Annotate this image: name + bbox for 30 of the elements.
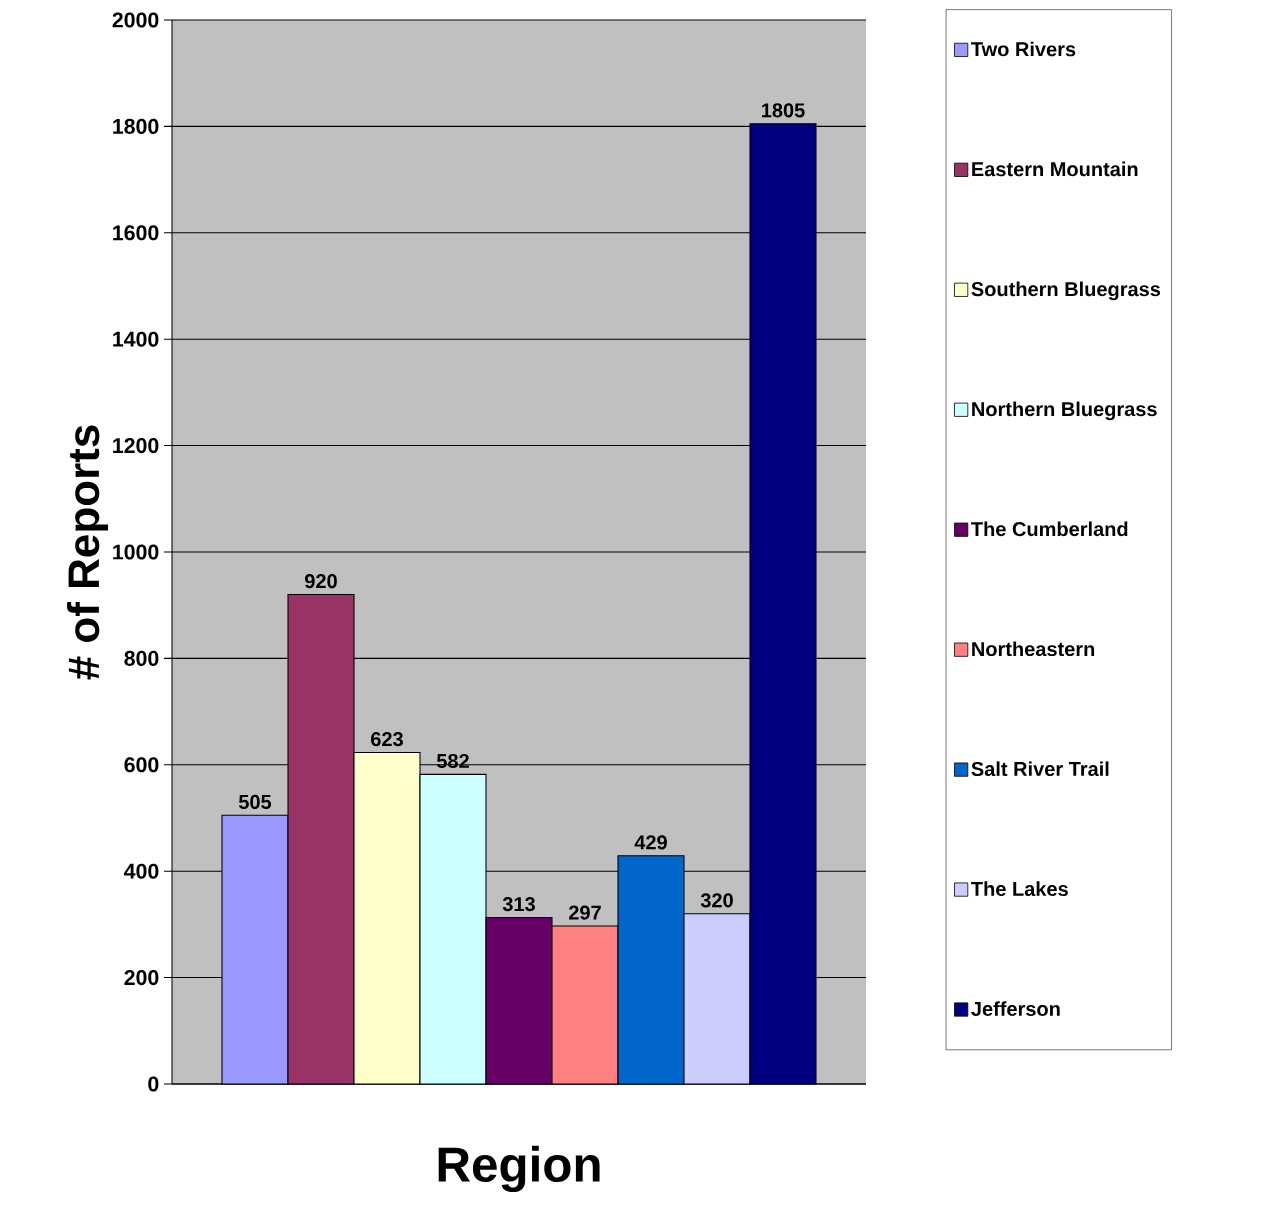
legend-label: Jefferson <box>971 1001 1060 1016</box>
legend-label: The Cumberland <box>971 521 1128 537</box>
data-label: 313 <box>502 896 535 912</box>
y-tick-label: 0 <box>148 1076 159 1092</box>
data-label: 623 <box>371 732 403 747</box>
data-label: 505 <box>238 794 272 810</box>
data-label: 920 <box>305 574 337 589</box>
y-tick-label: 1800 <box>113 118 159 134</box>
legend-label: Southern Bluegrass <box>971 281 1161 301</box>
legend-label: Northeastern <box>972 641 1095 657</box>
legend-label: The Lakes <box>971 881 1068 897</box>
y-tick-label: 200 <box>124 970 159 986</box>
y-tick-label: 800 <box>124 650 159 666</box>
y-tick-label: 400 <box>124 863 159 879</box>
legend-label: Northern Bluegrass <box>972 401 1157 421</box>
y-tick-label: 1600 <box>113 225 159 241</box>
y-axis-title: # of Reports <box>67 425 109 680</box>
data-label: 1805 <box>762 103 805 118</box>
y-tick-label: 1400 <box>113 331 159 347</box>
x-axis-title: Region <box>438 1145 600 1193</box>
data-label: 320 <box>700 893 733 908</box>
y-tick-label: 1200 <box>113 438 159 454</box>
legend-label: Salt River Trail <box>971 761 1109 777</box>
y-tick-label: 1000 <box>113 544 159 560</box>
legend-label: Two Rivers <box>971 41 1076 57</box>
legend-label: Eastern Mountain <box>972 161 1138 177</box>
y-tick-label: 600 <box>124 757 159 773</box>
data-label: 297 <box>569 905 601 920</box>
data-label: 429 <box>634 835 667 850</box>
y-tick-label: 2000 <box>112 12 159 28</box>
